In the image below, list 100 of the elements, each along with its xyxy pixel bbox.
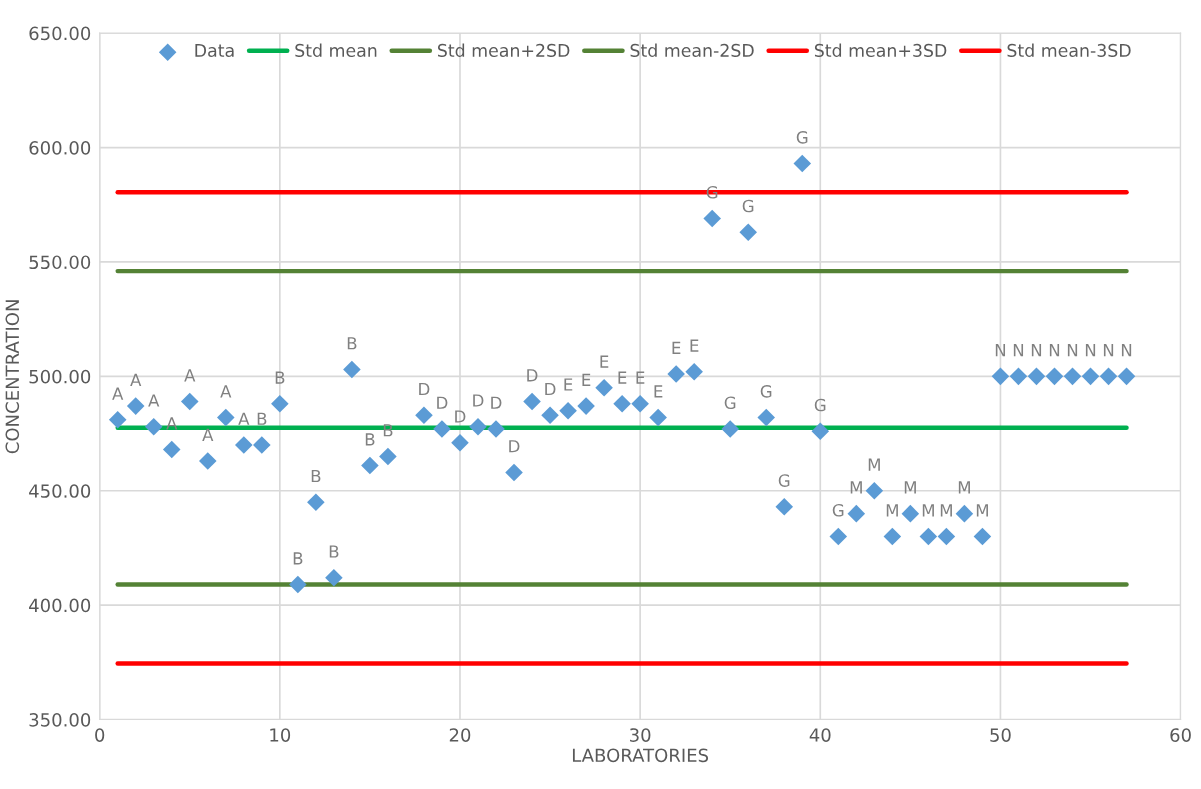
point <box>901 504 920 523</box>
y-tick-label: 650.00 <box>29 26 91 41</box>
point <box>973 527 992 546</box>
point <box>649 408 667 427</box>
annotation: E <box>690 339 699 352</box>
legend-label: Std mean <box>295 43 377 57</box>
point <box>955 504 974 523</box>
annotation: N <box>1013 344 1024 357</box>
point <box>775 497 794 516</box>
point <box>198 452 217 470</box>
point <box>469 417 487 436</box>
annotation: A <box>220 385 232 398</box>
point <box>235 436 253 454</box>
annotation: D <box>509 440 520 453</box>
point <box>343 360 361 379</box>
point <box>685 362 703 381</box>
point <box>541 406 559 425</box>
annotation: M <box>850 481 862 494</box>
annotation: M <box>886 504 898 517</box>
point <box>379 447 397 466</box>
annotation: B <box>365 433 375 446</box>
y-tick-label: 550.00 <box>29 255 91 270</box>
point <box>613 395 631 413</box>
annotation: A <box>112 387 124 400</box>
y-tick-label: 400.00 <box>29 598 91 613</box>
annotation: A <box>202 428 214 441</box>
point <box>829 527 848 546</box>
legend-label: Std mean+2SD <box>437 43 570 57</box>
point <box>703 209 721 228</box>
annotation: E <box>582 373 591 386</box>
annotation: B <box>293 552 303 565</box>
point <box>595 379 613 397</box>
point <box>307 493 325 511</box>
annotation: G <box>796 131 808 144</box>
annotation: D <box>491 396 502 409</box>
y-tick-label: 350.00 <box>29 713 91 727</box>
annotation: D <box>437 396 448 409</box>
y-tick-label: 500.00 <box>29 369 91 384</box>
x-tick-label: 50 <box>990 728 1011 742</box>
annotation: A <box>130 373 142 386</box>
point <box>883 527 902 546</box>
annotation: M <box>868 458 880 471</box>
annotation: D <box>545 382 556 396</box>
point <box>505 463 523 482</box>
annotation: B <box>329 545 339 558</box>
point <box>108 411 127 429</box>
annotation: B <box>347 337 357 350</box>
point <box>1081 367 1100 386</box>
point <box>667 365 685 383</box>
annotation: B <box>275 371 285 384</box>
annotation: M <box>976 504 988 517</box>
annotation: M <box>904 481 916 494</box>
point <box>865 481 884 500</box>
point <box>919 527 938 546</box>
annotation: E <box>564 378 573 391</box>
annotation: D <box>473 394 484 407</box>
legend-label: Std mean-3SD <box>1007 43 1131 57</box>
annotation: D <box>527 369 538 382</box>
point <box>217 408 235 427</box>
annotation: G <box>724 396 736 410</box>
point <box>631 395 649 413</box>
x-tick-label: 60 <box>1170 728 1191 742</box>
annotation: N <box>1103 344 1114 357</box>
annotation: A <box>238 412 250 425</box>
annotation: M <box>940 504 952 517</box>
point <box>1009 367 1028 386</box>
annotation: E <box>600 355 609 368</box>
point <box>144 417 163 436</box>
annotation: G <box>814 398 826 412</box>
point <box>991 367 1010 386</box>
point <box>487 420 505 438</box>
annotation: E <box>618 371 627 384</box>
annotation: M <box>958 481 970 494</box>
annotation: N <box>1085 344 1096 357</box>
annotation: N <box>995 344 1006 357</box>
point <box>361 456 379 475</box>
annotation: G <box>778 474 790 487</box>
annotation: N <box>1121 344 1132 357</box>
point <box>739 223 758 241</box>
annotation: G <box>832 504 844 517</box>
annotation: N <box>1031 344 1042 357</box>
point <box>325 568 343 587</box>
legend-label: Data <box>195 44 234 57</box>
annotation: D <box>419 382 430 396</box>
point <box>180 392 199 411</box>
point <box>1117 367 1136 386</box>
point <box>451 433 469 452</box>
annotation: G <box>742 199 754 213</box>
point <box>1027 367 1046 386</box>
point <box>1099 367 1118 386</box>
annotation: N <box>1049 344 1060 357</box>
x-tick-label: 0 <box>95 728 105 742</box>
point <box>415 406 433 425</box>
legend-label: Std mean-2SD <box>630 43 754 57</box>
point <box>937 527 956 546</box>
y-tick-label: 600.00 <box>29 141 91 155</box>
point <box>1045 367 1064 386</box>
annotation: E <box>654 385 663 398</box>
annotation: A <box>184 369 196 382</box>
point <box>1063 367 1082 386</box>
